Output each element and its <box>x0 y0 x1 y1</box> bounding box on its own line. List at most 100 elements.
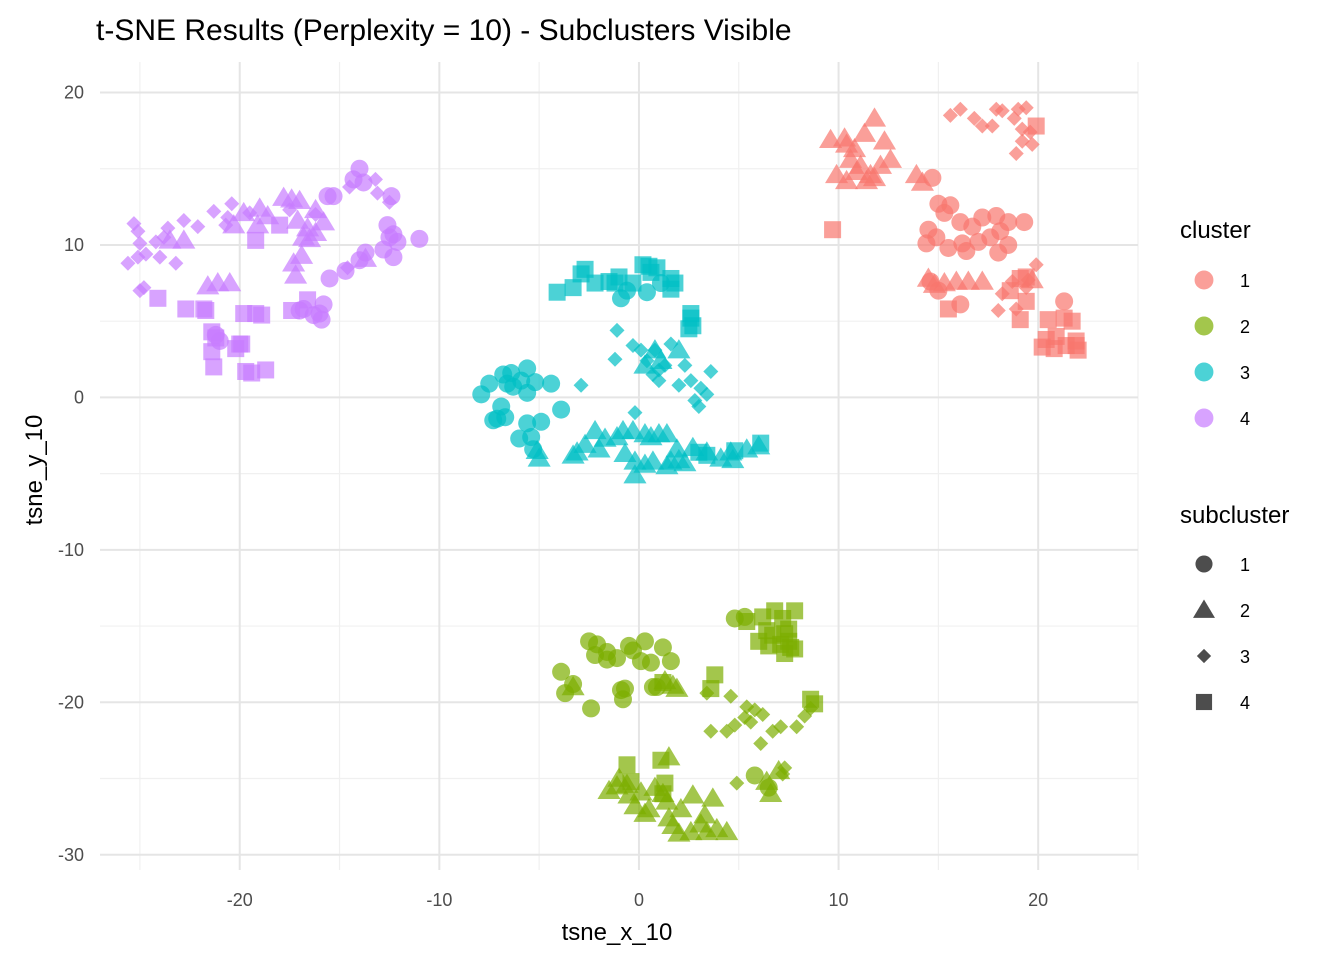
point-diamond <box>703 723 719 739</box>
point-diamond <box>224 196 240 212</box>
point-square <box>806 695 824 713</box>
point-square <box>680 320 698 338</box>
point-triangle <box>669 798 693 818</box>
legend-cluster-key <box>1194 316 1214 336</box>
legend-subcluster-title: subcluster <box>1180 502 1289 529</box>
point-triangle <box>527 447 551 467</box>
point-triangle <box>655 422 679 443</box>
point-triangle <box>755 770 779 790</box>
point-square <box>824 221 842 239</box>
point-circle <box>1015 213 1034 232</box>
point-triangle <box>665 677 689 697</box>
x-tick-label: -10 <box>426 890 452 910</box>
point-diamond <box>990 302 1006 318</box>
point-square <box>726 442 744 460</box>
point-circle <box>653 638 672 657</box>
point-triangle <box>613 442 637 463</box>
point-diamond <box>942 107 958 123</box>
point-circle <box>973 208 992 227</box>
legend-subcluster: subcluster 1 2 3 4 <box>1180 502 1289 713</box>
point-square <box>203 343 221 361</box>
point-circle <box>518 383 537 402</box>
legend-cluster-label: 3 <box>1240 363 1250 383</box>
point-triangle <box>681 784 705 804</box>
point-diamond <box>747 702 763 718</box>
point-triangle <box>296 217 320 237</box>
point-square <box>782 638 800 656</box>
point-square <box>652 751 670 769</box>
point-circle <box>542 374 561 393</box>
point-square <box>606 274 624 292</box>
point-diamond <box>703 363 719 379</box>
point-circle <box>552 662 571 681</box>
point-circle <box>498 374 517 393</box>
point-square <box>271 216 289 234</box>
point-diamond <box>651 362 667 378</box>
chart-title: t-SNE Results (Perplexity = 10) - Subclu… <box>96 14 792 47</box>
point-square <box>1011 311 1029 329</box>
point-square <box>654 785 672 803</box>
point-diamond <box>156 229 172 245</box>
legend-subcluster-label: 4 <box>1240 693 1250 713</box>
point-square <box>786 602 804 620</box>
point-triangle <box>353 247 378 267</box>
point-square <box>662 280 680 298</box>
y-tick-label: -10 <box>58 540 84 560</box>
point-square <box>752 434 770 452</box>
point-diamond <box>723 688 739 704</box>
point-square <box>618 756 636 774</box>
y-tick-label: -30 <box>58 845 84 865</box>
point-diamond <box>627 405 643 421</box>
point-triangle <box>872 130 897 150</box>
legend-cluster-label: 1 <box>1240 271 1250 291</box>
x-tick-label: -20 <box>227 890 253 910</box>
x-tick-label: 0 <box>634 890 644 910</box>
point-diamond <box>607 351 623 367</box>
point-diamond <box>120 255 136 271</box>
y-tick-label: 0 <box>74 387 84 407</box>
point-square <box>654 673 672 691</box>
point-triangle <box>583 419 607 440</box>
point-diamond <box>773 719 789 735</box>
point-diamond <box>132 283 148 299</box>
point-circle <box>488 409 507 428</box>
point-diamond <box>168 255 184 271</box>
point-circle <box>631 652 650 671</box>
y-tick-label: 20 <box>64 82 84 102</box>
point-square <box>197 301 215 319</box>
point-triangle <box>637 798 661 818</box>
point-square <box>758 622 776 640</box>
point-circle <box>384 248 403 267</box>
point-triangle <box>561 676 585 696</box>
point-triangle <box>623 794 647 815</box>
point-triangle <box>288 189 312 209</box>
point-square <box>177 300 195 318</box>
point-square <box>624 274 642 292</box>
legend-subcluster-label: 1 <box>1240 555 1250 575</box>
point-diamond <box>743 714 759 730</box>
point-circle <box>611 681 630 700</box>
point-triangle <box>922 273 946 293</box>
x-axis-ticks: -20 -10 0 10 20 <box>227 890 1048 910</box>
point-circle <box>350 159 369 178</box>
point-triangle <box>970 270 994 290</box>
point-diamond <box>218 217 234 233</box>
point-triangle <box>715 820 739 841</box>
point-triangle <box>944 270 968 290</box>
point-diamond <box>952 101 968 117</box>
legend-cluster-key <box>1194 362 1214 382</box>
point-square <box>1001 282 1019 300</box>
y-axis-title: tsne_y_10 <box>21 415 48 526</box>
point-triangle <box>206 272 230 292</box>
point-circle <box>518 414 537 433</box>
point-square <box>586 274 604 292</box>
point-triangle <box>852 122 877 142</box>
point-square <box>939 300 957 318</box>
point-square <box>1017 292 1035 310</box>
point-triangle <box>246 214 270 234</box>
point-diamond <box>340 260 356 276</box>
point-diamond <box>753 735 769 751</box>
point-triangle <box>312 211 336 231</box>
point-diamond <box>573 377 589 393</box>
point-circle <box>480 374 499 393</box>
